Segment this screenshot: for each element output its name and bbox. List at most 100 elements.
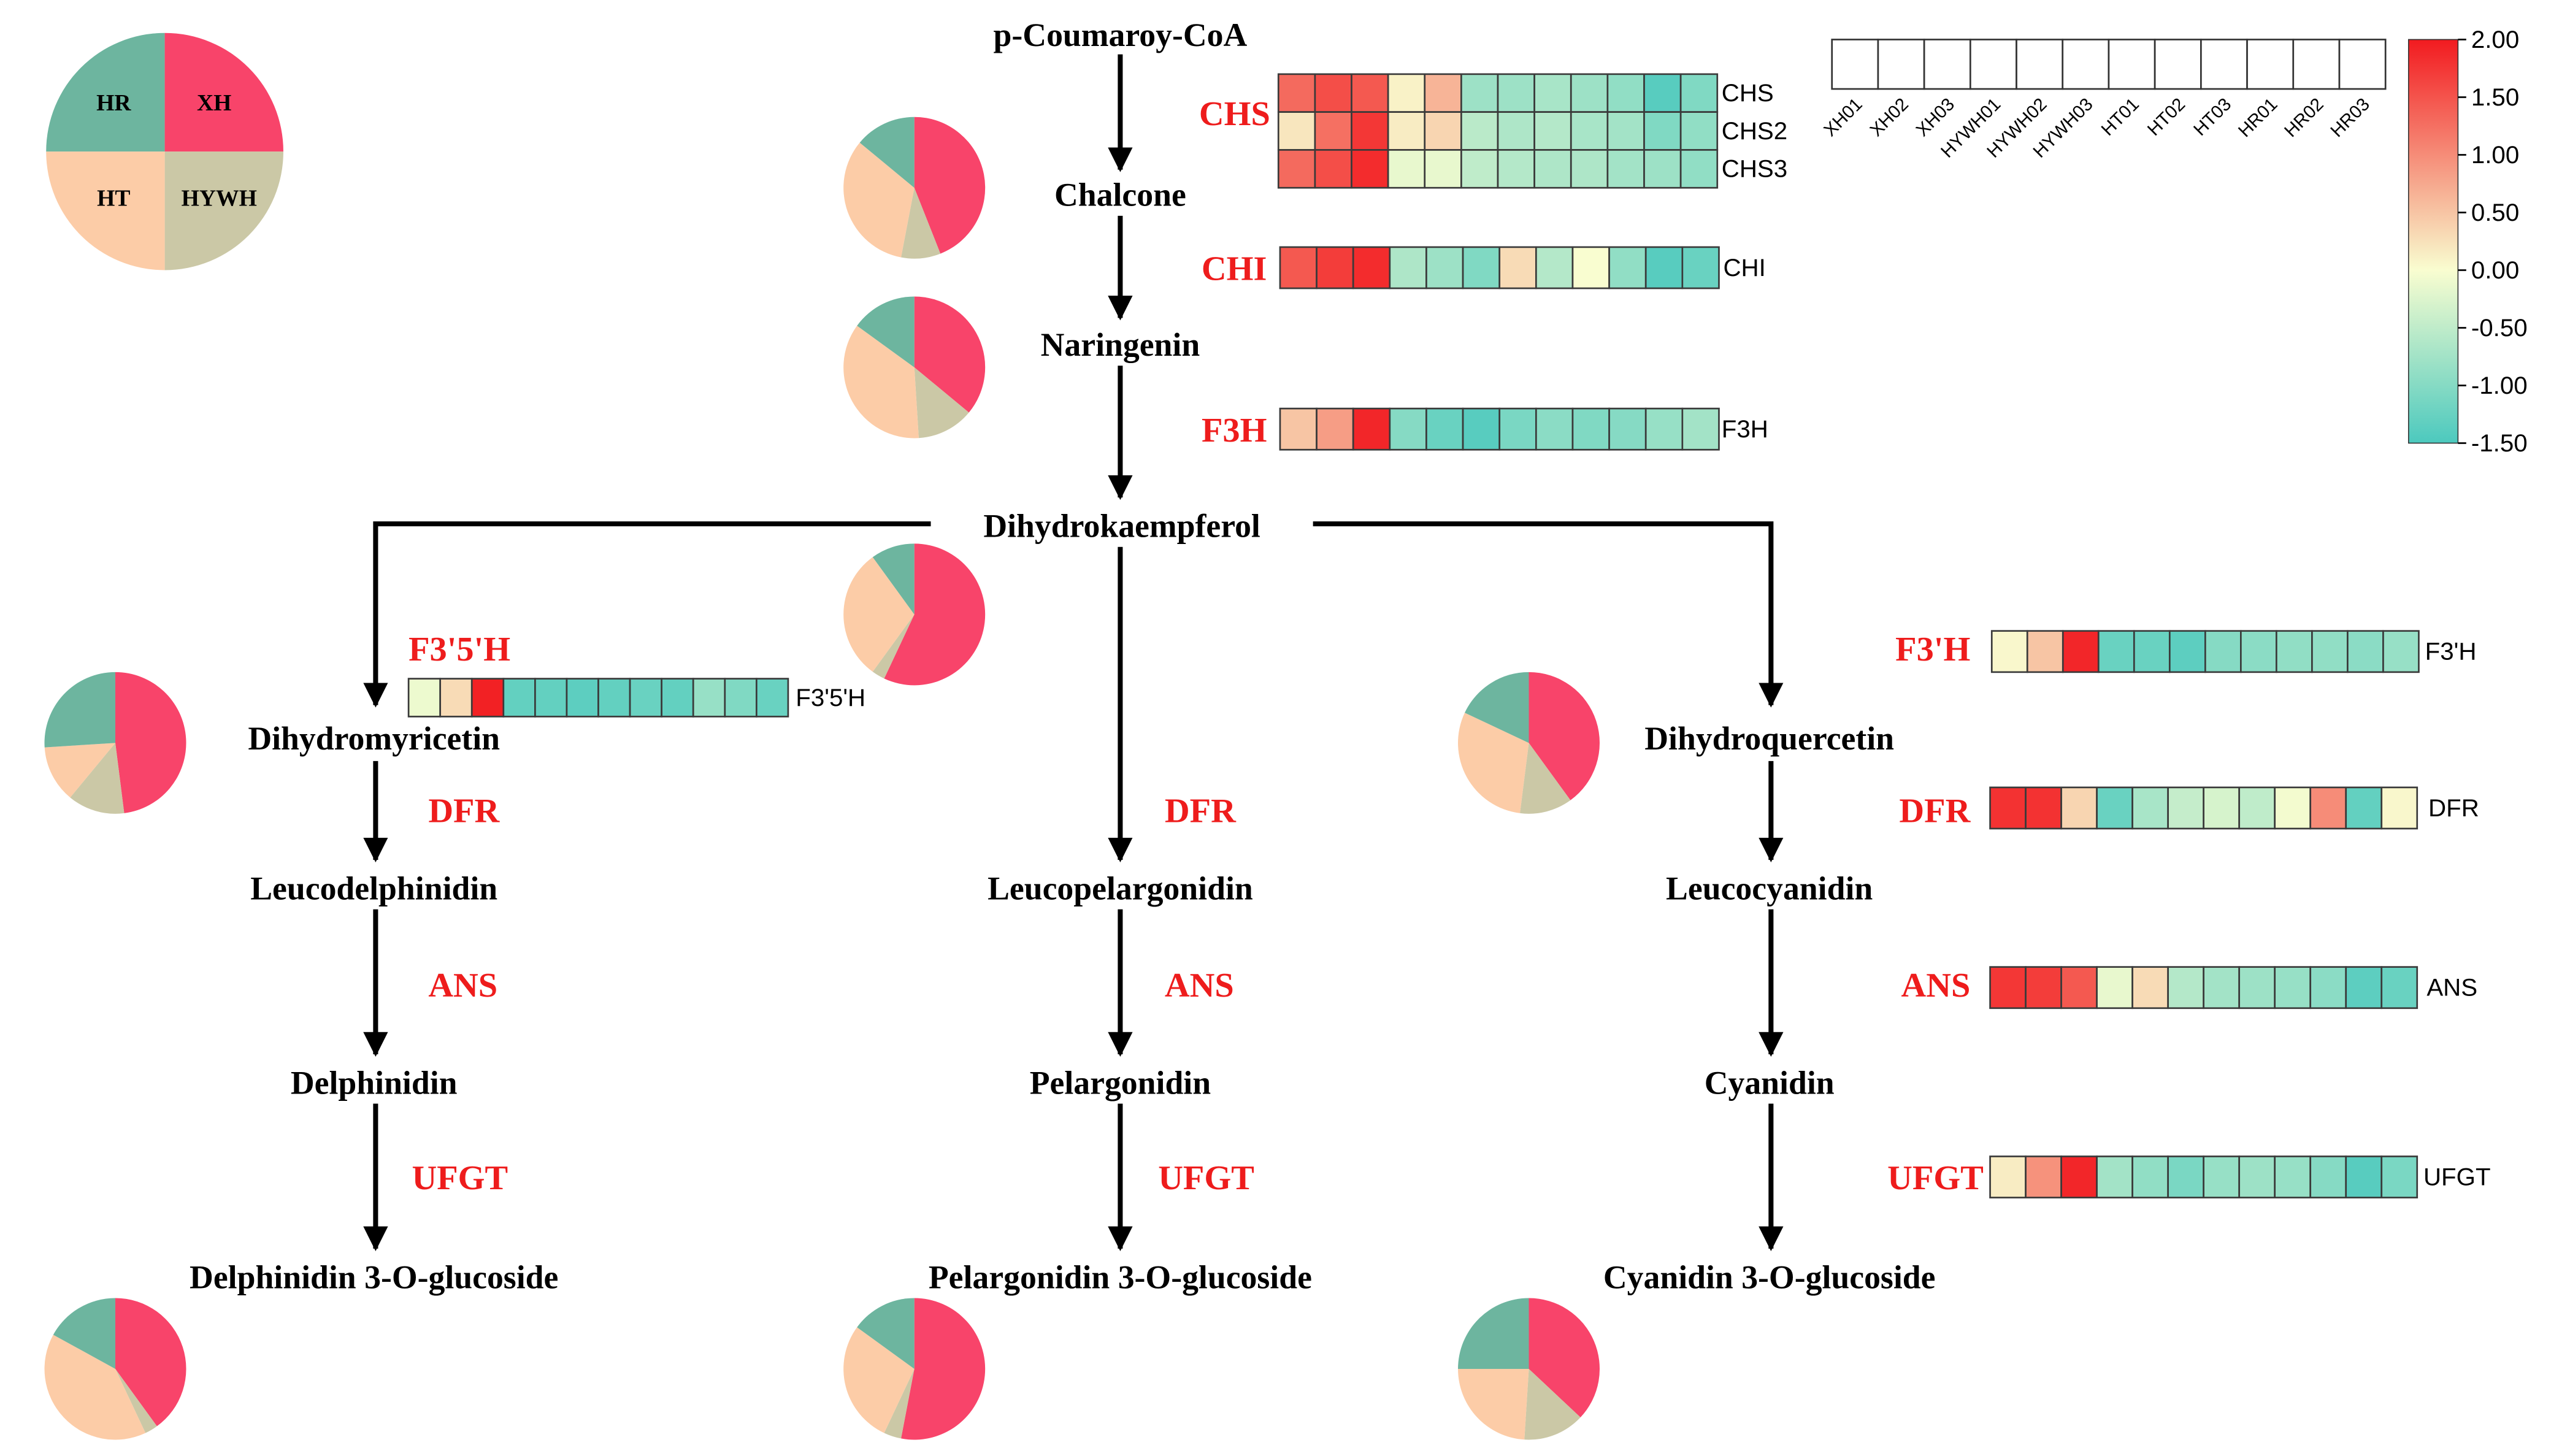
compound-chalcone: Chalcone bbox=[1054, 177, 1186, 213]
heatmap-cell bbox=[724, 678, 758, 718]
heatmap-label-f3p5ph: F3'5'H bbox=[796, 684, 865, 711]
heatmap-cell bbox=[2345, 786, 2383, 830]
heatmap-label-chi: CHI bbox=[1723, 254, 1765, 282]
sample-legend-box bbox=[2016, 39, 2064, 90]
pie-slice-xh bbox=[914, 117, 986, 254]
pie-legend-label-hr: HR bbox=[96, 90, 131, 116]
sample-legend-box bbox=[2292, 39, 2341, 90]
sample-legend-box bbox=[2108, 39, 2156, 90]
heatmap-cell bbox=[1279, 407, 1318, 451]
sample-legend-box bbox=[1877, 39, 1925, 90]
heatmap-cell bbox=[2347, 630, 2384, 673]
pie-legend-slice-hywh bbox=[164, 151, 283, 270]
compound-leucopelargonidin: Leucopelargonidin bbox=[988, 870, 1253, 907]
colorbar-tick-label: -0.50 bbox=[2471, 314, 2528, 342]
heatmap-cell bbox=[1424, 149, 1462, 189]
heatmap-cell bbox=[1316, 407, 1354, 451]
pie-slice-ht bbox=[843, 326, 919, 439]
heatmap-row-chs: CHS bbox=[1277, 73, 1774, 113]
heatmap-cell bbox=[756, 678, 789, 718]
heatmap-cell bbox=[2311, 630, 2349, 673]
pie-slice-hr bbox=[1458, 1298, 1529, 1369]
compound-delphinidin: Delphinidin bbox=[291, 1064, 458, 1101]
heatmap-cell bbox=[2060, 786, 2098, 830]
heatmap-cell bbox=[2274, 966, 2312, 1010]
heatmap-label-ans: ANS bbox=[2426, 974, 2477, 1002]
colorbar-tick-label: 0.50 bbox=[2471, 199, 2519, 226]
enzyme-chs: CHS bbox=[1199, 95, 1270, 133]
heatmap-cell bbox=[407, 678, 442, 718]
pie-slice-hr bbox=[857, 1298, 915, 1369]
pie-slice-xh bbox=[914, 296, 986, 413]
colorbar bbox=[2407, 39, 2459, 444]
heatmap-cell bbox=[1644, 407, 1684, 451]
enzyme-ans-mid: ANS bbox=[1165, 967, 1234, 1005]
heatmap-cell bbox=[1571, 407, 1610, 451]
pie-legend-label-ht: HT bbox=[97, 186, 130, 212]
heatmap-cell bbox=[1389, 246, 1427, 289]
pie-slice-xh bbox=[115, 1298, 186, 1427]
colorbar-tick-label: 1.00 bbox=[2471, 141, 2519, 169]
pie-slice-xh bbox=[115, 672, 186, 813]
sample-legend-box bbox=[2062, 39, 2110, 90]
heatmap-cell bbox=[1277, 149, 1316, 189]
compound-cyanidin: Cyanidin bbox=[1705, 1064, 1835, 1101]
heatmap-cell bbox=[1314, 111, 1352, 151]
pie-legend-label-hywh: HYWH bbox=[182, 186, 257, 212]
heatmap-cell bbox=[1643, 149, 1682, 189]
pie-slice-hr bbox=[857, 296, 915, 367]
heatmap-row-dfr: DFR bbox=[1989, 786, 2479, 830]
heatmap-cell bbox=[1352, 407, 1391, 451]
pie-slice-hr bbox=[53, 1298, 116, 1369]
heatmap-cell bbox=[661, 678, 694, 718]
heatmap-cell bbox=[2097, 630, 2135, 673]
heatmap-cell bbox=[1497, 149, 1535, 189]
heatmap-label-chs: CHS bbox=[1722, 79, 1774, 107]
pie-dihydromyricetin bbox=[44, 672, 186, 814]
pie-slice-ht bbox=[1458, 713, 1529, 813]
heatmap-cell bbox=[2203, 786, 2241, 830]
heatmap-cell bbox=[1351, 111, 1389, 151]
heatmap-cell bbox=[2167, 786, 2205, 830]
sample-label-xh02: XH02 bbox=[1866, 94, 1912, 141]
heatmap-cell bbox=[1608, 407, 1647, 451]
sample-legend-box bbox=[1831, 39, 1879, 90]
enzyme-ufgt-right: UFGT bbox=[1887, 1159, 1984, 1197]
heatmap-cell bbox=[1279, 246, 1318, 289]
pie-legend-slice-hr bbox=[46, 33, 165, 152]
pie-chalcone bbox=[843, 117, 986, 259]
heatmap-cell bbox=[1606, 149, 1645, 189]
compound-dihydrokaempferol: Dihydrokaempferol bbox=[983, 508, 1260, 545]
heatmap-cell bbox=[2096, 786, 2133, 830]
enzyme-dfr-right: DFR bbox=[1899, 792, 1971, 830]
heatmap-cell bbox=[1314, 73, 1352, 113]
heatmap-cell bbox=[2240, 630, 2277, 673]
heatmap-cell bbox=[2309, 1155, 2347, 1198]
enzyme-ufgt-mid: UFGT bbox=[1158, 1159, 1254, 1197]
arrow-to-dihydroquercetin bbox=[1313, 521, 1784, 708]
compound-naringenin: Naringenin bbox=[1041, 326, 1200, 363]
enzyme-f3h: F3H bbox=[1202, 412, 1267, 450]
heatmap-cell bbox=[1533, 73, 1572, 113]
metabolite-pies bbox=[44, 117, 1600, 1440]
heatmap-cell bbox=[1462, 407, 1501, 451]
pie-slice-hywh bbox=[70, 743, 125, 814]
pie-cyanidin-3-o-glucoside bbox=[1458, 1298, 1600, 1440]
heatmap-cell bbox=[1389, 407, 1427, 451]
heatmap-cell bbox=[2131, 966, 2169, 1010]
pie-slice-hywh bbox=[914, 367, 969, 439]
heatmap-cell bbox=[1351, 73, 1389, 113]
heatmap-row-ans: ANS bbox=[1989, 966, 2477, 1010]
heatmap-cell bbox=[2025, 786, 2062, 830]
heatmap-cell bbox=[2131, 786, 2169, 830]
heatmap-cell bbox=[1498, 246, 1537, 289]
pie-slice-xh bbox=[884, 543, 986, 686]
compound-coumaroyl: p-Coumaroy-CoA bbox=[994, 17, 1248, 53]
sample-legend-box bbox=[2338, 39, 2387, 90]
heatmap-cell bbox=[1535, 407, 1574, 451]
heatmap-row-f3ph: F3'H bbox=[1990, 630, 2476, 673]
heatmap-cell bbox=[2276, 630, 2313, 673]
